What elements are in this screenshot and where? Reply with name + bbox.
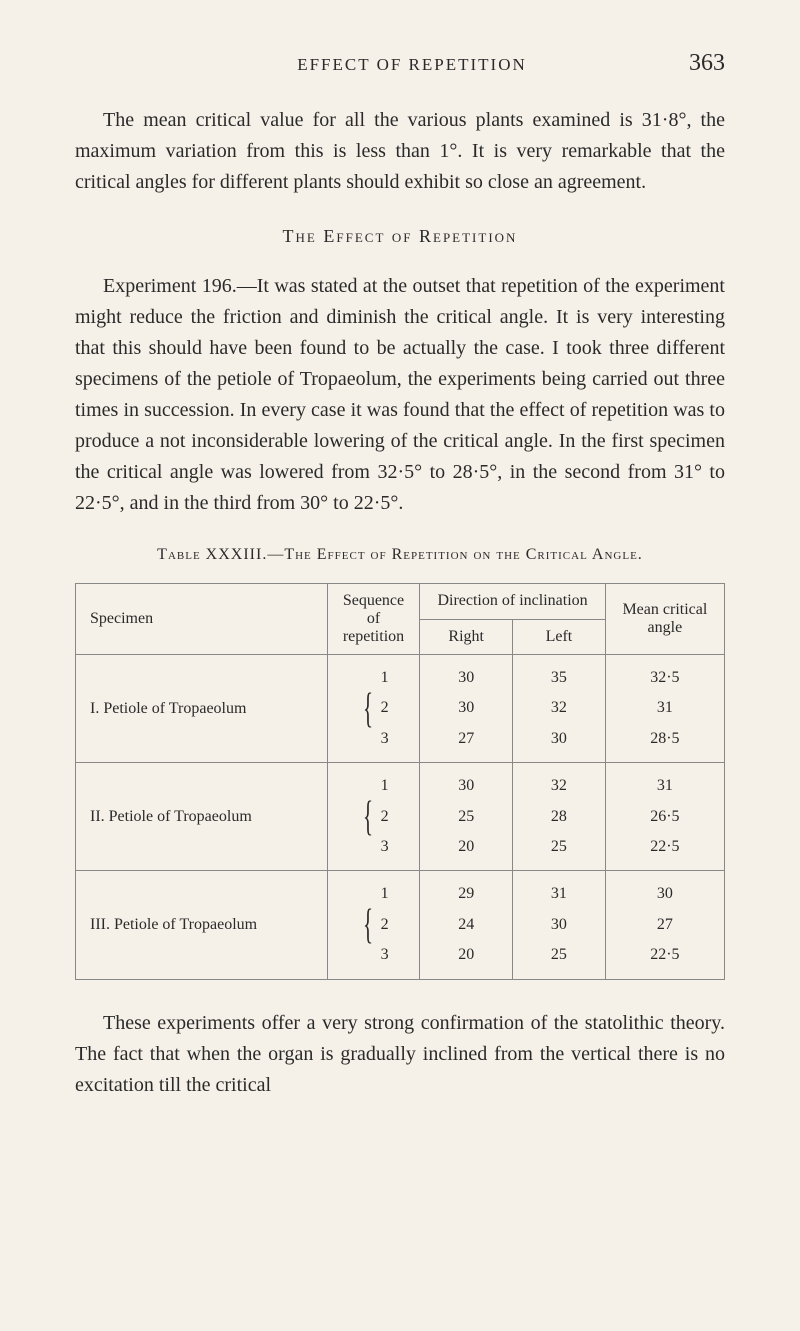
brace-icon: { — [363, 901, 373, 949]
page-number: 363 — [689, 50, 725, 77]
repetition-table: Specimen Sequence of repetition Directio… — [75, 583, 725, 980]
running-head: EFFECT OF REPETITION — [135, 55, 689, 75]
cell-specimen: I. Petiole of Tropaeolum — [76, 655, 328, 763]
th-direction: Direction of inclination — [420, 584, 605, 620]
section-heading: The Effect of Repetition — [75, 226, 725, 247]
cell-left: 353230 — [513, 655, 606, 763]
table-row: II. Petiole of Tropaeolum { 123 302520 3… — [76, 763, 725, 871]
cell-right: 302520 — [420, 763, 513, 871]
cell-specimen: II. Petiole of Tropaeolum — [76, 763, 328, 871]
th-right: Right — [420, 619, 513, 655]
cell-seq: { 123 — [327, 655, 420, 763]
th-mean: Mean critical angle — [605, 584, 724, 655]
table-caption: Table XXXIII.—The Effect of Repetition o… — [75, 543, 725, 567]
cell-mean: 3126·522·5 — [605, 763, 724, 871]
cell-left: 322825 — [513, 763, 606, 871]
paragraph-3: These experiments offer a very strong co… — [75, 1008, 725, 1101]
cell-left: 313025 — [513, 871, 606, 979]
th-specimen: Specimen — [76, 584, 328, 655]
page-header: EFFECT OF REPETITION 363 — [75, 50, 725, 77]
cell-right: 292420 — [420, 871, 513, 979]
cell-right: 303027 — [420, 655, 513, 763]
brace-icon: { — [363, 685, 373, 733]
paragraph-1: The mean critical value for all the vari… — [75, 105, 725, 198]
th-sequence: Sequence of repetition — [327, 584, 420, 655]
th-left: Left — [513, 619, 606, 655]
paragraph-2: Experiment 196.—It was stated at the out… — [75, 271, 725, 519]
brace-icon: { — [363, 793, 373, 841]
cell-specimen: III. Petiole of Tropaeolum — [76, 871, 328, 979]
cell-mean: 302722·5 — [605, 871, 724, 979]
table-row: I. Petiole of Tropaeolum { 123 303027 35… — [76, 655, 725, 763]
cell-seq: { 123 — [327, 871, 420, 979]
cell-mean: 32·53128·5 — [605, 655, 724, 763]
table-row: III. Petiole of Tropaeolum { 123 292420 … — [76, 871, 725, 979]
cell-seq: { 123 — [327, 763, 420, 871]
